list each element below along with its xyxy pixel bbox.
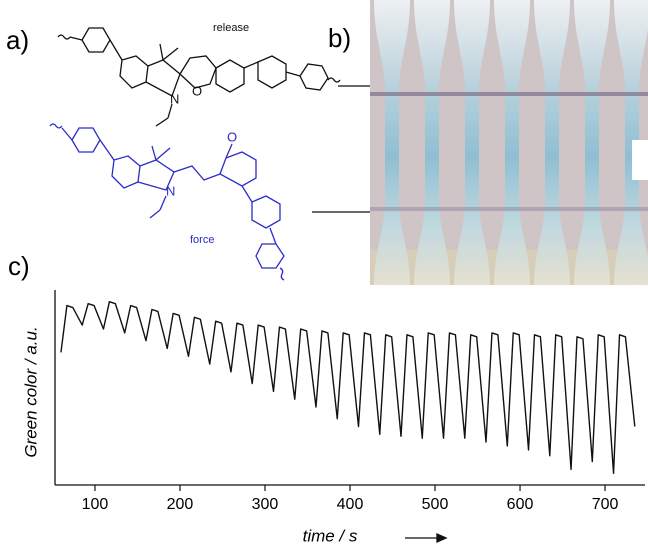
marker-line [370, 92, 648, 96]
bond [155, 117, 169, 127]
bond [99, 139, 115, 161]
structure-release [57, 27, 341, 127]
x-tick-label: 700 [592, 496, 619, 513]
bond [109, 39, 123, 61]
bond [151, 145, 157, 161]
bond [162, 47, 179, 61]
ring [81, 27, 111, 53]
ring [251, 195, 281, 229]
bond [167, 103, 173, 119]
x-tick-label: 200 [167, 496, 194, 513]
y-axis-label: Green color / a.u. [21, 326, 40, 457]
ring [299, 63, 329, 91]
bond [149, 209, 161, 219]
chain [173, 165, 221, 181]
ring [257, 55, 287, 89]
ring [119, 55, 149, 89]
panel-label: c) [8, 251, 30, 281]
bond [285, 71, 301, 77]
photo [370, 0, 648, 285]
atom-label: N [166, 183, 175, 198]
bond [159, 43, 164, 61]
x-axis-label: time / s [303, 526, 358, 545]
atom-label: O [227, 129, 237, 144]
bond [241, 185, 253, 203]
squiggle [327, 77, 341, 83]
atom-label: N [170, 91, 179, 106]
x-tick-label: 600 [507, 496, 534, 513]
bond [69, 36, 83, 41]
bond [269, 227, 277, 245]
x-tick-label: 500 [422, 496, 449, 513]
bond [155, 147, 171, 161]
bond [225, 143, 233, 159]
bond [61, 127, 73, 141]
bond [243, 61, 259, 69]
x-tick-label: 100 [82, 496, 109, 513]
direction-arrow [405, 532, 448, 544]
annotation: release [213, 22, 249, 34]
ring [215, 59, 245, 93]
ring [255, 243, 285, 269]
arrow-head [436, 532, 448, 544]
structure-force [49, 123, 285, 281]
data-line [60, 301, 636, 474]
x-tick-label: 300 [252, 496, 279, 513]
photo-glare [632, 140, 648, 180]
ring [111, 155, 141, 189]
annotation: force [190, 234, 214, 246]
chart: time / s Green color / a.u. 100 200 300 400… [21, 290, 645, 545]
panel-label: a) [6, 25, 29, 55]
squiggle [49, 123, 63, 129]
marker-line [370, 207, 648, 211]
panel-label: b) [328, 23, 351, 53]
atom-label: O [192, 83, 202, 98]
squiggle [279, 267, 285, 281]
ring [219, 151, 257, 187]
x-tick-label: 400 [337, 496, 364, 513]
bond [159, 195, 167, 211]
squiggle [57, 34, 71, 40]
ring [71, 127, 101, 153]
